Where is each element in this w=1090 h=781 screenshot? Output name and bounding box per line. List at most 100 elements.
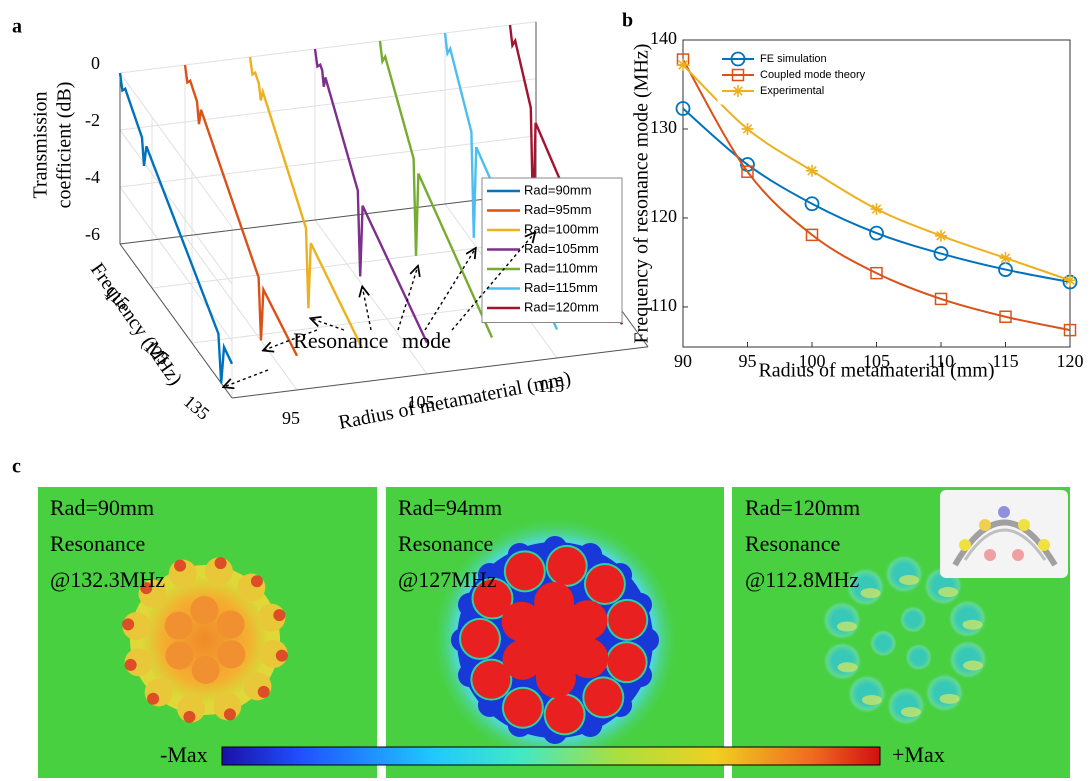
field-pattern: [901, 707, 921, 717]
y-axis-label: Frequency of resonance mode (MHz): [631, 44, 653, 344]
annotation-arrow: [223, 370, 268, 387]
field-pattern: [174, 560, 186, 572]
z-tick-label: -4: [85, 167, 100, 187]
field-pattern: [925, 673, 965, 713]
panel-label: b: [622, 10, 633, 32]
field-pattern: [546, 695, 584, 733]
field-pattern: [608, 601, 646, 639]
field-pattern: [899, 606, 927, 634]
field-pattern: [963, 661, 983, 671]
field-pattern: [125, 659, 137, 671]
legend-label: Rad=90mm: [524, 182, 592, 197]
legend-label: Rad=100mm: [524, 221, 599, 236]
field-pattern: [884, 554, 924, 594]
x-tick-label: 95: [739, 351, 757, 371]
annotation-arrow: [398, 266, 418, 330]
field-map-label: @127MHz: [398, 567, 497, 592]
y-tick-label: 135: [180, 391, 214, 424]
field-pattern: [165, 642, 193, 670]
annotation: Resonance mode: [293, 328, 451, 353]
field-pattern: [224, 708, 236, 720]
field-pattern: [503, 640, 543, 680]
field-pattern: [886, 686, 926, 726]
field-map-label: @112.8MHz: [745, 567, 859, 592]
field-maps: -Max +Max: [38, 487, 1070, 778]
field-pattern: [548, 547, 586, 585]
x-axis-label: Radius of metamaterial (mm): [758, 360, 994, 382]
z-axis-label: Transmission: [30, 91, 52, 198]
field-pattern: [847, 674, 887, 714]
marker: [1064, 274, 1076, 286]
colorbar-min-label: -Max: [160, 742, 208, 767]
field-pattern: [258, 686, 270, 698]
field-pattern: [584, 678, 622, 716]
field-pattern: [823, 641, 863, 681]
field-pattern: [251, 575, 263, 587]
series-line: [683, 109, 1070, 283]
field-pattern: [504, 689, 542, 727]
field-pattern: [461, 620, 499, 658]
legend-label: Rad=110mm: [524, 260, 598, 275]
x-tick-label: 115: [992, 351, 1018, 371]
field-pattern: [190, 596, 218, 624]
x-axis-label: Radius of metamaterial (mm): [337, 367, 573, 434]
field-pattern: [837, 621, 857, 631]
field-map-label: Rad=90mm: [50, 495, 154, 520]
photo-inset: [940, 490, 1068, 578]
field-pattern: [838, 662, 858, 672]
annotation-arrow: [362, 286, 371, 330]
legend-label: Rad=105mm: [524, 241, 599, 256]
marker: [742, 123, 754, 135]
field-map-label: Resonance: [50, 531, 145, 556]
y-tick-label: 140: [650, 28, 677, 48]
y-tick-label: 120: [650, 206, 677, 226]
legend-marker: [732, 85, 744, 97]
field-pattern: [947, 599, 987, 639]
grid-line: [120, 22, 536, 73]
field-pattern: [165, 612, 193, 640]
series-line: [250, 57, 362, 348]
field-pattern: [899, 575, 919, 585]
field-pattern: [506, 552, 544, 590]
field-pattern: [938, 587, 958, 597]
y-tick-label: 130: [650, 117, 677, 137]
field-map-label: Rad=94mm: [398, 495, 502, 520]
panel-label: a: [12, 16, 22, 38]
z-tick-label: 0: [91, 53, 100, 73]
field-pattern: [192, 656, 220, 684]
z-tick-label: -2: [85, 110, 100, 130]
colorbar-max-label: +Max: [892, 742, 945, 767]
field-pattern: [860, 588, 880, 598]
field-pattern: [567, 600, 607, 640]
legend-label: Rad=95mm: [524, 202, 592, 217]
field-pattern: [122, 618, 134, 630]
x-tick-label: 120: [1057, 351, 1084, 371]
y-axis-label: Frequency (MHz): [86, 259, 187, 389]
panel-label: c: [12, 456, 21, 478]
field-pattern: [869, 629, 897, 657]
field-map-label: Resonance: [398, 531, 493, 556]
field-map-label: Resonance: [745, 531, 840, 556]
legend-label: Experimental: [760, 85, 824, 97]
field-pattern: [905, 643, 933, 671]
annotation-arrow: [425, 248, 476, 330]
field-pattern: [147, 693, 159, 705]
field-pattern: [948, 640, 988, 680]
figure: -Max +Max a b c Rad=90mm Resonance @132.3M…: [0, 0, 1090, 781]
marker: [871, 203, 883, 215]
axis-line: [232, 347, 648, 398]
field-pattern: [276, 650, 288, 662]
field-pattern: [608, 643, 646, 681]
colorbar: [222, 747, 880, 765]
field-map-label: Rad=120mm: [745, 495, 860, 520]
field-pattern: [217, 640, 245, 668]
field-map-label: @132.3MHz: [50, 567, 165, 592]
field-pattern: [822, 600, 862, 640]
marker: [806, 165, 818, 177]
marker: [677, 59, 689, 71]
y-tick-label: 110: [651, 295, 677, 315]
series-line: [315, 49, 427, 343]
field-pattern: [862, 695, 882, 705]
z-tick-label: -6: [85, 224, 100, 244]
legend-label: Rad=115mm: [524, 280, 598, 295]
